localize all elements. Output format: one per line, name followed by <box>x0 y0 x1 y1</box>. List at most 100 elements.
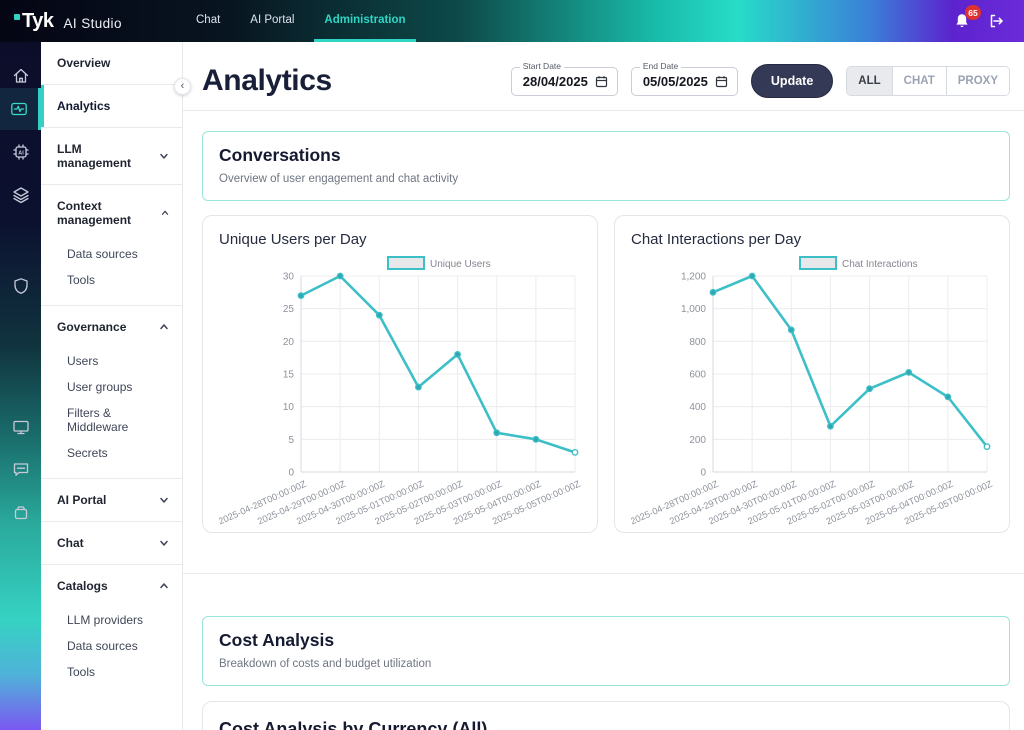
layers-icon <box>12 187 29 204</box>
sidebar-item-analytics[interactable]: Analytics <box>41 84 182 127</box>
svg-text:15: 15 <box>283 370 295 381</box>
tab-administration[interactable]: Administration <box>314 0 416 42</box>
filter-chat[interactable]: CHAT <box>891 67 946 95</box>
svg-text:0: 0 <box>288 468 294 479</box>
tab-ai-portal[interactable]: AI Portal <box>250 13 295 26</box>
notifications-button[interactable]: 65 <box>953 5 981 30</box>
rail-item-llm-management[interactable]: AI <box>0 131 41 173</box>
sidebar-collapse-button[interactable]: ‹ <box>174 78 191 95</box>
shield-icon <box>13 278 28 294</box>
svg-text:5: 5 <box>288 435 294 446</box>
sidebar-subitem-filters-middleware[interactable]: Filters & Middleware <box>67 406 129 434</box>
topbar-actions: 65 <box>953 5 1024 30</box>
chat-bubble-icon <box>13 463 28 476</box>
page-title: Analytics <box>202 64 332 97</box>
analytics-header: Analytics Start Date 28/04/2025 End Date… <box>202 42 1010 104</box>
sidebar-subitem-data-sources[interactable]: Data sources <box>67 247 138 261</box>
rail-item-catalogs[interactable] <box>0 492 41 534</box>
sidebar-subitem-tools[interactable]: Tools <box>67 273 96 287</box>
conversations-subtitle: Overview of user engagement and chat act… <box>219 173 459 185</box>
charts-row: Unique Users per Day 0 5 10 15 20 25 30 2025-04… <box>202 215 1010 533</box>
start-date-value: 28/04/2025 <box>522 73 588 89</box>
tab-chat[interactable]: Chat <box>196 13 221 26</box>
sidebar-item-label: LLM management <box>57 142 132 170</box>
sidebar-item-chat[interactable]: Chat <box>41 521 182 564</box>
calendar-icon <box>715 75 728 87</box>
svg-text:0: 0 <box>700 468 706 479</box>
chevron-up-icon <box>161 210 169 215</box>
svg-text:800: 800 <box>689 337 706 348</box>
svg-text:1,200: 1,200 <box>681 272 706 283</box>
rail-item-analytics[interactable] <box>0 88 41 130</box>
svg-text:Chat Interactions: Chat Interactions <box>842 259 918 270</box>
sidebar-item-context-management[interactable]: Context management <box>41 184 182 241</box>
catalog-box-icon <box>14 506 27 520</box>
sidebar-subitem-data-sources[interactable]: Data sources <box>67 639 138 653</box>
sidebar-item-overview[interactable]: Overview <box>41 42 182 84</box>
svg-text:20: 20 <box>283 337 295 348</box>
rail-item-context-management[interactable] <box>0 174 41 216</box>
tyk-logo[interactable]: Tyk AI Studio <box>0 3 122 39</box>
start-date-label: Start Date <box>519 60 565 71</box>
sidebar-item-llm-management[interactable]: LLM management <box>41 127 182 184</box>
sidebar: Overview Analytics LLM management Context m… <box>41 42 191 730</box>
chevron-up-icon <box>160 324 168 330</box>
logout-icon <box>990 14 1003 28</box>
main-content: Analytics Start Date 28/04/2025 End Date… <box>183 42 1024 730</box>
analytics-pulse-icon <box>11 102 27 116</box>
cost-by-currency-title: Cost Analysis by Currency (All) <box>219 719 488 730</box>
end-date-input[interactable]: End Date 05/05/2025 <box>630 60 738 96</box>
start-date-input[interactable]: Start Date 28/04/2025 <box>510 60 618 96</box>
rail-item-overview[interactable] <box>0 55 41 97</box>
svg-text:25: 25 <box>283 304 295 315</box>
sidebar-item-governance[interactable]: Governance <box>41 305 182 348</box>
cost-analysis-section-card: Cost Analysis Breakdown of costs and bud… <box>202 616 1010 686</box>
svg-text:200: 200 <box>689 435 706 446</box>
topbar-tabs: Chat AI Portal Administration <box>186 0 416 42</box>
chat-interactions-chart: 02004006008001,0001,2002025-04-28T00:00:… <box>631 256 993 526</box>
sidebar-subitem-user-groups[interactable]: User groups <box>67 380 133 394</box>
rail-item-governance[interactable] <box>0 265 41 307</box>
conversations-title: Conversations <box>219 145 341 165</box>
svg-text:10: 10 <box>283 402 295 413</box>
sidebar-subgroup: LLM providers Data sources Tools <box>41 607 182 697</box>
ai-chip-icon: AI <box>12 144 29 160</box>
logout-button[interactable] <box>987 12 1006 30</box>
sidebar-item-label: Governance <box>57 320 127 334</box>
update-button[interactable]: Update <box>750 64 834 98</box>
svg-text:30: 30 <box>283 272 295 283</box>
sidebar-item-label: Overview <box>57 56 111 70</box>
sidebar-subitem-users[interactable]: Users <box>67 354 99 368</box>
sidebar-subitem-tools[interactable]: Tools <box>67 665 96 679</box>
sidebar-item-label: AI Portal <box>57 493 107 507</box>
sidebar-subgroup: Data sources Tools <box>41 241 182 305</box>
filter-proxy[interactable]: PROXY <box>945 67 1009 95</box>
sidebar-item-label: Chat <box>57 536 84 550</box>
icon-rail: AI <box>0 42 41 730</box>
chevron-down-icon <box>160 540 168 546</box>
calendar-icon <box>595 75 607 87</box>
rail-item-ai-portal[interactable] <box>0 406 41 448</box>
rail-item-chat[interactable] <box>0 448 41 490</box>
filter-all[interactable]: ALL <box>847 67 892 95</box>
monitor-icon <box>12 420 29 435</box>
topbar: Tyk AI Studio Chat AI Portal Administratio… <box>0 0 1024 42</box>
chat-interactions-chart-title: Chat Interactions per Day <box>631 231 802 248</box>
end-date-value: 05/05/2025 <box>642 73 708 89</box>
product-name: AI Studio <box>63 16 122 31</box>
chevron-up-icon <box>160 583 168 589</box>
sidebar-item-catalogs[interactable]: Catalogs <box>41 564 182 607</box>
sidebar-subitem-llm-providers[interactable]: LLM providers <box>67 613 144 627</box>
chat-interactions-chart-card: Chat Interactions per Day 0 200 400 600 800 1… <box>614 215 1010 533</box>
home-icon <box>13 68 28 83</box>
cost-by-currency-card: Cost Analysis by Currency (All) <box>202 701 1010 730</box>
sidebar-item-label: Catalogs <box>57 579 108 593</box>
svg-text:400: 400 <box>689 402 706 413</box>
cost-analysis-title: Cost Analysis <box>219 630 335 650</box>
sidebar-subitem-secrets[interactable]: Secrets <box>67 446 108 460</box>
sidebar-item-ai-portal[interactable]: AI Portal <box>41 478 182 521</box>
tyk-logo-dot-icon <box>14 14 20 20</box>
svg-text:AI: AI <box>18 150 24 156</box>
cost-analysis-subtitle: Breakdown of costs and budget utilizatio… <box>219 658 432 670</box>
app-frame: AI Overvi <box>0 42 1024 730</box>
